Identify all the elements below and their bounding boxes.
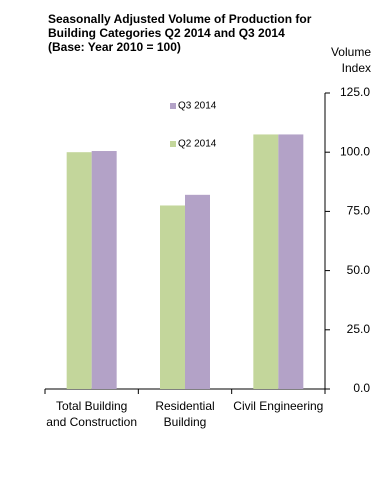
y-tick-label: 75.0 [347, 204, 371, 218]
chart-title: Seasonally Adjusted Volume of Production… [48, 12, 312, 40]
chart-subtitle: (Base: Year 2010 = 100) [48, 40, 181, 54]
bar [278, 134, 304, 389]
x-tick-label: Civil Engineering [233, 399, 324, 413]
y-tick-label: 125.0 [340, 85, 370, 99]
y-tick-label: 100.0 [340, 144, 370, 158]
y-axis-title: Volume Index [330, 45, 371, 75]
y-tick-label: 0.0 [353, 381, 370, 395]
x-tick-label: Total Building and Construction [46, 399, 138, 429]
bar [185, 194, 210, 389]
y-tick-label: 50.0 [347, 263, 371, 277]
y-tick-label: 25.0 [347, 322, 371, 336]
legend-swatch [170, 103, 176, 109]
legend-swatch [170, 141, 176, 147]
x-tick-label: Residential Building [155, 399, 215, 429]
bar [66, 152, 92, 389]
bar [253, 134, 279, 389]
legend-label: Q3 2014 [178, 101, 217, 112]
bar [160, 205, 185, 389]
legend-label: Q2 2014 [178, 139, 217, 150]
bar [91, 151, 117, 389]
